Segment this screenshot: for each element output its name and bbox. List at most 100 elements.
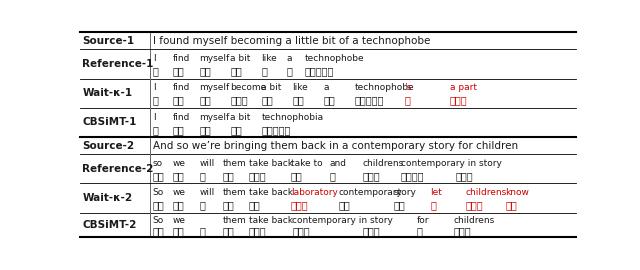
Text: 了解: 了解 bbox=[506, 200, 517, 210]
Text: Wait-κ-1: Wait-κ-1 bbox=[83, 88, 132, 98]
Text: 所以: 所以 bbox=[153, 200, 164, 210]
Text: a bit: a bit bbox=[230, 54, 251, 63]
Text: like: like bbox=[261, 54, 277, 63]
Text: will: will bbox=[199, 159, 214, 168]
Text: Reference-1: Reference-1 bbox=[83, 59, 154, 69]
Text: 她们: 她们 bbox=[223, 171, 234, 181]
Text: 带回到: 带回到 bbox=[249, 226, 267, 236]
Text: CBSiMT-1: CBSiMT-1 bbox=[83, 117, 137, 127]
Text: contemporary in story: contemporary in story bbox=[292, 216, 393, 225]
Text: 现代: 现代 bbox=[339, 200, 351, 210]
Text: 技术恐惧者: 技术恐惧者 bbox=[305, 66, 334, 76]
Text: contemporary: contemporary bbox=[339, 188, 403, 197]
Text: them: them bbox=[223, 159, 246, 168]
Text: myself: myself bbox=[199, 54, 230, 63]
Text: find: find bbox=[173, 83, 190, 92]
Text: I found myself becoming a little bit of a technophobe: I found myself becoming a little bit of … bbox=[153, 36, 430, 46]
Text: 孩子们: 孩子们 bbox=[466, 200, 484, 210]
Text: 我: 我 bbox=[153, 96, 159, 106]
Text: take back: take back bbox=[249, 216, 293, 225]
Text: 一个: 一个 bbox=[323, 96, 335, 106]
Text: we: we bbox=[173, 159, 186, 168]
Text: take back: take back bbox=[249, 188, 293, 197]
Text: we: we bbox=[173, 216, 186, 225]
Text: 实验室: 实验室 bbox=[291, 200, 308, 210]
Text: 把: 把 bbox=[199, 226, 205, 236]
Text: Reference-2: Reference-2 bbox=[83, 164, 154, 174]
Text: 带回来: 带回来 bbox=[249, 171, 267, 181]
Text: 我们: 我们 bbox=[173, 226, 185, 236]
Text: technophobe: technophobe bbox=[305, 54, 364, 63]
Text: will: will bbox=[199, 188, 214, 197]
Text: 一部分: 一部分 bbox=[450, 96, 467, 106]
Text: 当代的: 当代的 bbox=[292, 226, 310, 236]
Text: 它们: 它们 bbox=[223, 200, 234, 210]
Text: a bit: a bit bbox=[230, 113, 251, 122]
Text: 同时代的: 同时代的 bbox=[401, 171, 424, 181]
Text: 故事: 故事 bbox=[393, 200, 405, 210]
Text: 自己: 自己 bbox=[199, 125, 211, 135]
Text: a: a bbox=[286, 54, 292, 63]
Text: we: we bbox=[173, 188, 186, 197]
Text: I: I bbox=[153, 83, 156, 92]
Text: 发现: 发现 bbox=[173, 96, 185, 106]
Text: 发援: 发援 bbox=[173, 66, 185, 76]
Text: 所以: 所以 bbox=[153, 226, 164, 236]
Text: 孩子们: 孩子们 bbox=[454, 226, 471, 236]
Text: technophobia: technophobia bbox=[261, 113, 323, 122]
Text: 有点: 有点 bbox=[230, 66, 242, 76]
Text: become: become bbox=[230, 83, 267, 92]
Text: 技术恐惧症: 技术恐惧症 bbox=[355, 96, 384, 106]
Text: so: so bbox=[153, 159, 163, 168]
Text: 它们: 它们 bbox=[223, 226, 234, 236]
Text: 像是: 像是 bbox=[292, 96, 304, 106]
Text: like: like bbox=[292, 83, 308, 92]
Text: 自己: 自己 bbox=[199, 96, 211, 106]
Text: 故事中: 故事中 bbox=[362, 226, 380, 236]
Text: 我: 我 bbox=[153, 66, 159, 76]
Text: Source-2: Source-2 bbox=[83, 141, 134, 151]
Text: 我们: 我们 bbox=[173, 171, 185, 181]
Text: 给: 给 bbox=[417, 226, 422, 236]
Text: 我: 我 bbox=[153, 125, 159, 135]
Text: them: them bbox=[223, 188, 246, 197]
Text: contemporary in story: contemporary in story bbox=[401, 159, 502, 168]
Text: take back: take back bbox=[249, 159, 293, 168]
Text: 成为了: 成为了 bbox=[230, 96, 248, 106]
Text: So: So bbox=[153, 216, 164, 225]
Text: take to: take to bbox=[291, 159, 323, 168]
Text: 技术恐惧症: 技术恐惧症 bbox=[261, 125, 291, 135]
Text: 将: 将 bbox=[199, 171, 205, 181]
Text: And so we’re bringing them back in a contemporary story for children: And so we’re bringing them back in a con… bbox=[153, 141, 518, 151]
Text: laboratory: laboratory bbox=[291, 188, 338, 197]
Text: childrens: childrens bbox=[466, 188, 507, 197]
Text: a bit: a bit bbox=[261, 83, 282, 92]
Text: a: a bbox=[323, 83, 329, 92]
Text: a part: a part bbox=[450, 83, 477, 92]
Text: 的: 的 bbox=[404, 96, 411, 106]
Text: 自己: 自己 bbox=[199, 66, 211, 76]
Text: and: and bbox=[330, 159, 346, 168]
Text: I: I bbox=[153, 113, 156, 122]
Text: find: find bbox=[173, 54, 190, 63]
Text: technophobe: technophobe bbox=[355, 83, 414, 92]
Text: childrens: childrens bbox=[362, 159, 403, 168]
Text: 个: 个 bbox=[286, 66, 292, 76]
Text: 将: 将 bbox=[199, 200, 205, 210]
Text: 有点: 有点 bbox=[230, 125, 242, 135]
Text: 像: 像 bbox=[261, 66, 268, 76]
Text: 故事里: 故事里 bbox=[455, 171, 473, 181]
Text: ’s: ’s bbox=[404, 83, 412, 92]
Text: So: So bbox=[153, 188, 164, 197]
Text: CBSiMT-2: CBSiMT-2 bbox=[83, 220, 137, 230]
Text: 和: 和 bbox=[330, 171, 335, 181]
Text: them: them bbox=[223, 216, 246, 225]
Text: find: find bbox=[173, 113, 190, 122]
Text: know: know bbox=[506, 188, 529, 197]
Text: 我们: 我们 bbox=[173, 200, 185, 210]
Text: 因此: 因此 bbox=[153, 171, 164, 181]
Text: for: for bbox=[417, 216, 429, 225]
Text: myself: myself bbox=[199, 83, 230, 92]
Text: 让: 让 bbox=[430, 200, 436, 210]
Text: myself: myself bbox=[199, 113, 230, 122]
